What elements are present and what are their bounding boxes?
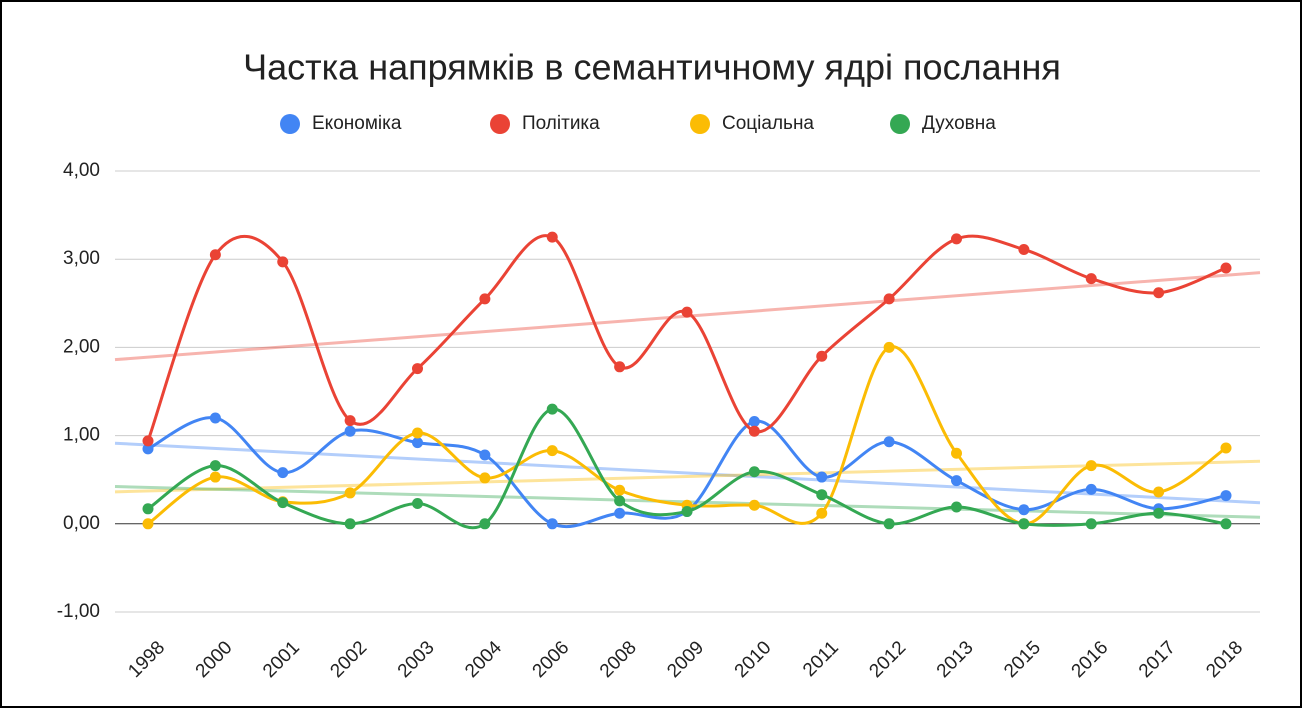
data-point bbox=[142, 443, 154, 455]
data-point bbox=[479, 472, 491, 484]
series-line bbox=[147, 407, 1227, 530]
legend-label: Соціальна bbox=[722, 113, 814, 134]
data-point bbox=[816, 350, 828, 362]
data-point bbox=[748, 415, 760, 427]
data-point bbox=[479, 449, 491, 461]
data-point bbox=[209, 412, 221, 424]
data-point bbox=[614, 484, 626, 496]
legend-swatch bbox=[280, 114, 300, 134]
data-point bbox=[614, 495, 626, 507]
data-point bbox=[344, 415, 356, 427]
data-point bbox=[1018, 504, 1030, 516]
data-point bbox=[1018, 518, 1030, 530]
data-point bbox=[142, 518, 154, 530]
data-point bbox=[344, 518, 356, 530]
legend-label: Духовна bbox=[922, 113, 996, 134]
data-point bbox=[816, 471, 828, 483]
data-point bbox=[142, 503, 154, 515]
data-point bbox=[951, 475, 962, 487]
data-point bbox=[748, 425, 760, 437]
y-tick-label: 4,00 bbox=[63, 160, 100, 181]
trendline bbox=[114, 459, 1261, 494]
data-point bbox=[479, 518, 491, 530]
data-point bbox=[748, 466, 760, 478]
data-point bbox=[883, 293, 895, 305]
data-point bbox=[344, 487, 356, 499]
data-point bbox=[614, 361, 626, 373]
data-point bbox=[209, 471, 221, 483]
data-point bbox=[209, 249, 221, 261]
data-point bbox=[1085, 483, 1097, 495]
data-point bbox=[1153, 507, 1165, 519]
data-point bbox=[816, 489, 828, 501]
data-point bbox=[344, 425, 356, 437]
y-tick-label: 3,00 bbox=[63, 248, 100, 269]
data-point bbox=[412, 498, 423, 510]
trendline bbox=[114, 441, 1261, 505]
data-point bbox=[479, 293, 491, 305]
legend-swatch bbox=[490, 114, 510, 134]
legend-label: Політика bbox=[522, 113, 600, 134]
data-point bbox=[412, 363, 423, 375]
y-tick-label: -1,00 bbox=[57, 601, 100, 622]
data-point bbox=[1018, 243, 1030, 255]
data-point bbox=[142, 435, 154, 447]
data-point bbox=[1085, 460, 1097, 472]
data-point bbox=[883, 436, 895, 448]
data-point bbox=[748, 499, 760, 511]
data-point bbox=[546, 518, 558, 530]
data-point bbox=[883, 341, 895, 353]
data-point bbox=[951, 447, 962, 459]
y-tick-label: 0,00 bbox=[63, 513, 100, 534]
data-point bbox=[816, 507, 828, 519]
data-point bbox=[614, 507, 626, 519]
data-point bbox=[209, 460, 221, 472]
data-point bbox=[681, 505, 693, 517]
data-point bbox=[1220, 490, 1232, 502]
data-point bbox=[883, 518, 895, 530]
legend-label: Економіка bbox=[312, 113, 402, 134]
data-point bbox=[546, 445, 558, 457]
data-point bbox=[951, 233, 962, 245]
data-point bbox=[1085, 518, 1097, 530]
data-point bbox=[1220, 262, 1232, 274]
data-point bbox=[412, 427, 423, 439]
data-point bbox=[951, 501, 962, 513]
data-point bbox=[546, 403, 558, 415]
data-point bbox=[412, 437, 423, 449]
y-tick-label: 1,00 bbox=[63, 425, 100, 446]
data-point bbox=[1220, 442, 1232, 454]
data-point bbox=[1153, 486, 1165, 498]
chart-title: Частка напрямків в семантичному ядрі пос… bbox=[243, 47, 1061, 88]
data-point bbox=[681, 306, 693, 318]
data-point bbox=[546, 231, 558, 243]
legend-swatch bbox=[890, 114, 910, 134]
data-point bbox=[277, 497, 289, 509]
data-point bbox=[277, 256, 289, 268]
legend-swatch bbox=[690, 114, 710, 134]
data-point bbox=[1220, 518, 1232, 530]
y-tick-label: 2,00 bbox=[63, 336, 100, 357]
data-point bbox=[277, 467, 289, 479]
data-point bbox=[1085, 273, 1097, 285]
data-point bbox=[1153, 287, 1165, 299]
